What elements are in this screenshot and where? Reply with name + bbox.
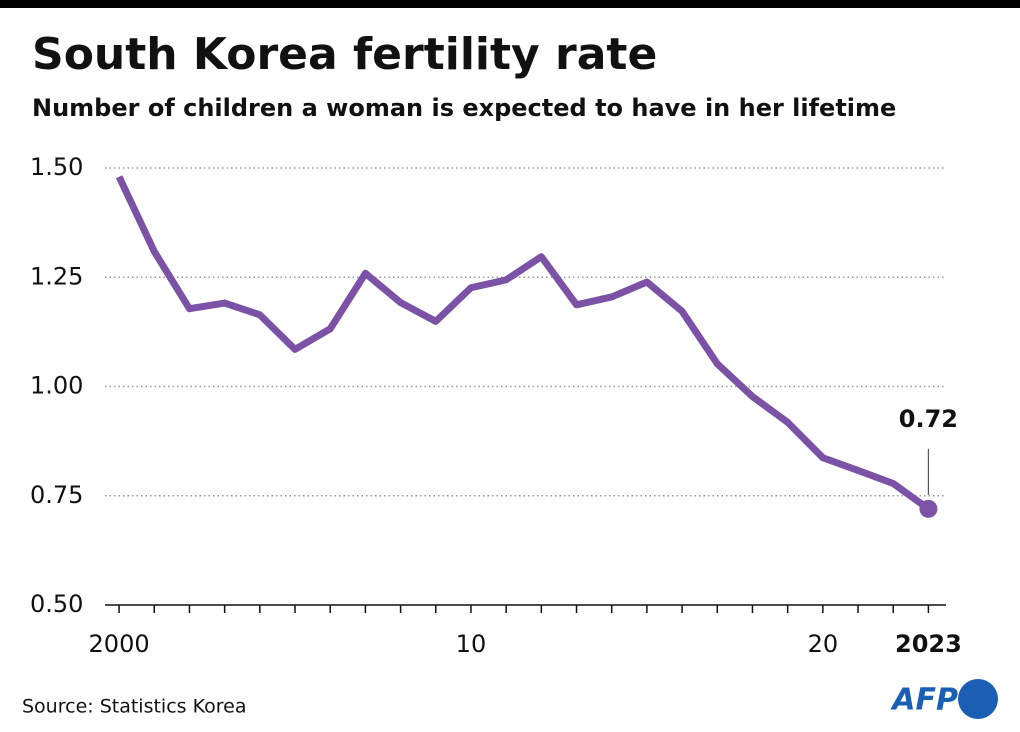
top-bar — [0, 0, 1020, 8]
chart-title: South Korea fertility rate — [32, 29, 657, 80]
source: Source: Statistics Korea — [22, 696, 246, 718]
logo: AFP — [890, 683, 958, 718]
y-tick-label: 1.50 — [30, 153, 83, 181]
x-tick-label: 2000 — [89, 630, 150, 658]
logo-circle — [958, 679, 998, 719]
end-marker — [919, 499, 938, 518]
line-series — [115, 175, 931, 512]
chart-subtitle: Number of children a woman is expected t… — [32, 94, 896, 122]
y-tick-label: 1.25 — [30, 262, 83, 290]
x-tick-label: 10 — [456, 630, 487, 658]
y-tick-label: 0.75 — [30, 481, 83, 509]
y-tick-label: 0.50 — [30, 590, 83, 618]
x-tick-label: 2023 — [895, 630, 962, 658]
x-tick-label: 20 — [808, 630, 839, 658]
y-tick-label: 1.00 — [30, 372, 83, 400]
value-label: 0.72 — [899, 405, 958, 433]
